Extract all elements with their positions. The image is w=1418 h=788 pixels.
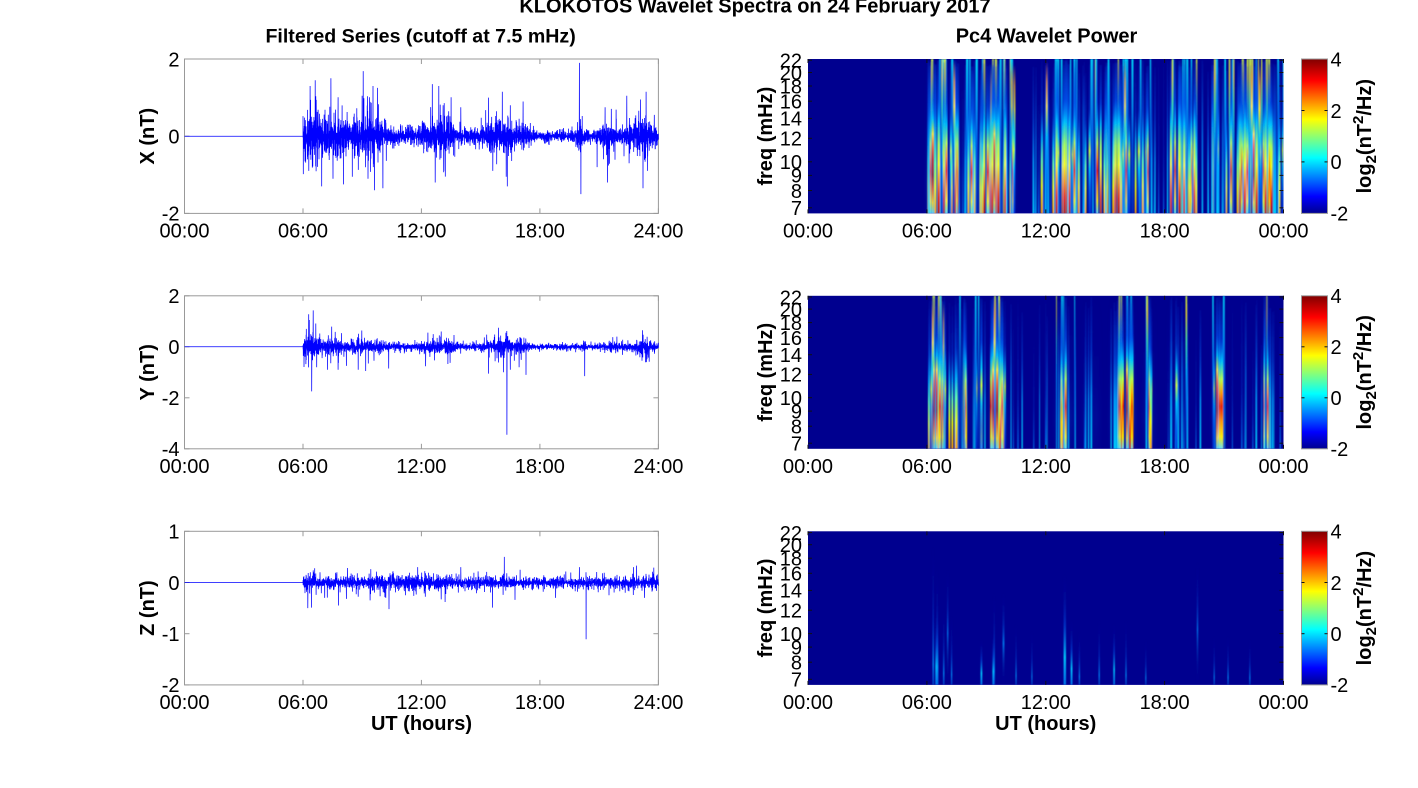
svg-text:12:00: 12:00	[396, 456, 446, 478]
svg-text:4: 4	[1331, 522, 1342, 544]
svg-text:00:00: 00:00	[159, 456, 209, 478]
svg-text:7: 7	[791, 670, 802, 692]
svg-text:12:00: 12:00	[396, 692, 446, 714]
svg-text:18:00: 18:00	[515, 692, 565, 714]
svg-text:freq (mHz): freq (mHz)	[755, 323, 777, 422]
svg-text:18:00: 18:00	[515, 456, 565, 478]
svg-text:00:00: 00:00	[1258, 456, 1308, 478]
svg-text:20: 20	[780, 299, 802, 321]
svg-text:00:00: 00:00	[783, 220, 833, 242]
svg-text:4: 4	[1331, 49, 1342, 71]
svg-text:9: 9	[791, 637, 802, 659]
svg-text:9: 9	[791, 401, 802, 423]
svg-text:14: 14	[780, 581, 802, 603]
svg-text:12:00: 12:00	[396, 220, 446, 242]
svg-text:24:00: 24:00	[633, 220, 683, 242]
svg-text:20: 20	[780, 63, 802, 85]
svg-text:2: 2	[168, 286, 179, 308]
svg-text:00:00: 00:00	[783, 456, 833, 478]
svg-text:12:00: 12:00	[1021, 692, 1071, 714]
svg-text:0: 0	[168, 337, 179, 359]
svg-text:8: 8	[791, 417, 802, 439]
svg-text:12:00: 12:00	[1021, 456, 1071, 478]
svg-text:0: 0	[1331, 624, 1342, 646]
svg-text:16: 16	[780, 92, 802, 114]
svg-text:22: 22	[780, 51, 802, 73]
svg-text:9: 9	[791, 166, 802, 188]
svg-text:12: 12	[780, 601, 802, 623]
svg-text:0: 0	[1331, 152, 1342, 174]
svg-text:7: 7	[791, 434, 802, 456]
svg-text:-2: -2	[162, 388, 180, 410]
svg-text:00:00: 00:00	[1258, 220, 1308, 242]
svg-text:Filtered Series (cutoff at 7.5: Filtered Series (cutoff at 7.5 mHz)	[265, 25, 575, 47]
svg-text:0: 0	[168, 127, 179, 149]
svg-text:UT (hours): UT (hours)	[995, 713, 1096, 735]
svg-text:18:00: 18:00	[515, 220, 565, 242]
svg-text:14: 14	[780, 109, 802, 131]
svg-text:16: 16	[780, 328, 802, 350]
svg-text:KLOKOTOS Wavelet Spectra on 24: KLOKOTOS Wavelet Spectra on 24 February …	[519, 0, 990, 18]
svg-text:UT (hours): UT (hours)	[371, 713, 472, 735]
svg-text:24:00: 24:00	[633, 692, 683, 714]
svg-text:2: 2	[1331, 337, 1342, 359]
svg-text:Z (nT): Z (nT)	[137, 580, 159, 636]
svg-text:log2(nT2/Hz): log2(nT2/Hz)	[1350, 551, 1380, 665]
svg-text:freq (mHz): freq (mHz)	[755, 87, 777, 186]
svg-text:22: 22	[780, 523, 802, 545]
svg-text:12: 12	[780, 365, 802, 387]
svg-text:20: 20	[780, 535, 802, 557]
svg-text:00:00: 00:00	[1258, 692, 1308, 714]
svg-text:7: 7	[791, 198, 802, 220]
svg-text:Pc4 Wavelet Power: Pc4 Wavelet Power	[956, 25, 1138, 47]
svg-text:log2(nT2/Hz): log2(nT2/Hz)	[1350, 315, 1380, 429]
svg-text:8: 8	[791, 653, 802, 675]
svg-text:4: 4	[1331, 286, 1342, 308]
svg-text:00:00: 00:00	[159, 220, 209, 242]
svg-text:2: 2	[1331, 101, 1342, 123]
svg-text:log2(nT2/Hz): log2(nT2/Hz)	[1350, 79, 1380, 193]
svg-text:24:00: 24:00	[633, 456, 683, 478]
svg-text:16: 16	[780, 564, 802, 586]
svg-text:2: 2	[1331, 573, 1342, 595]
svg-text:2: 2	[168, 49, 179, 71]
svg-text:18:00: 18:00	[1140, 456, 1190, 478]
svg-text:-2: -2	[1331, 675, 1349, 697]
svg-text:06:00: 06:00	[278, 692, 328, 714]
svg-text:00:00: 00:00	[783, 692, 833, 714]
svg-text:-2: -2	[162, 675, 180, 697]
svg-text:18: 18	[780, 76, 802, 98]
svg-text:14: 14	[780, 345, 802, 367]
svg-text:22: 22	[780, 287, 802, 309]
svg-text:06:00: 06:00	[902, 220, 952, 242]
svg-text:Y (nT): Y (nT)	[137, 344, 159, 400]
svg-text:0: 0	[168, 573, 179, 595]
svg-text:-4: -4	[162, 439, 180, 461]
svg-text:X (nT): X (nT)	[137, 108, 159, 165]
svg-text:-1: -1	[162, 624, 180, 646]
svg-text:06:00: 06:00	[902, 456, 952, 478]
svg-text:-2: -2	[1331, 439, 1349, 461]
svg-text:18: 18	[780, 313, 802, 335]
svg-text:12: 12	[780, 129, 802, 151]
svg-text:12:00: 12:00	[1021, 220, 1071, 242]
svg-text:-2: -2	[1331, 204, 1349, 226]
svg-text:00:00: 00:00	[159, 692, 209, 714]
svg-text:8: 8	[791, 181, 802, 203]
svg-text:18:00: 18:00	[1140, 220, 1190, 242]
svg-text:10: 10	[780, 624, 802, 646]
svg-text:0: 0	[1331, 388, 1342, 410]
svg-text:18:00: 18:00	[1140, 692, 1190, 714]
svg-text:10: 10	[780, 152, 802, 174]
svg-text:06:00: 06:00	[278, 456, 328, 478]
svg-text:06:00: 06:00	[902, 692, 952, 714]
svg-text:freq (mHz): freq (mHz)	[755, 559, 777, 658]
svg-text:1: 1	[168, 522, 179, 544]
svg-text:-2: -2	[162, 204, 180, 226]
svg-text:18: 18	[780, 549, 802, 571]
svg-text:10: 10	[780, 388, 802, 410]
svg-text:06:00: 06:00	[278, 220, 328, 242]
